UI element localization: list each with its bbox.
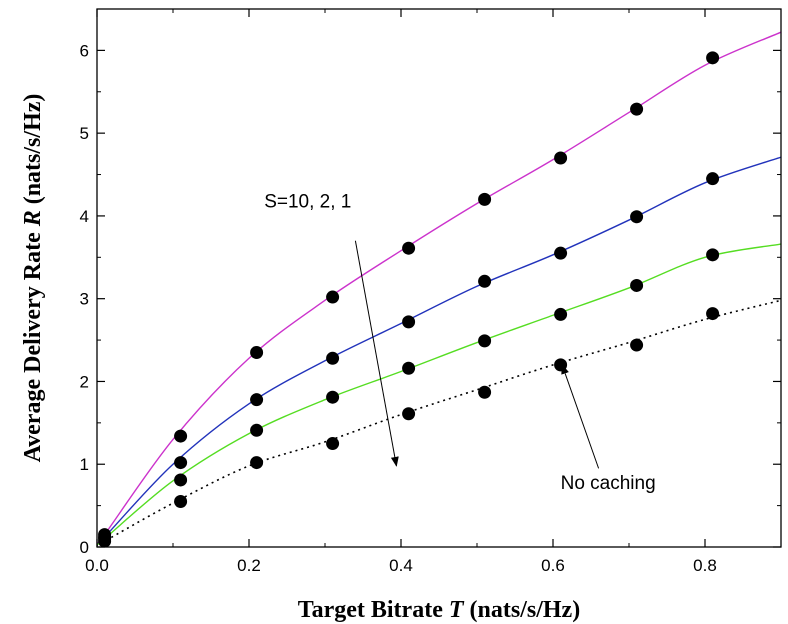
- data-point-s2: [478, 334, 492, 348]
- data-point-s2: [402, 361, 416, 375]
- data-point-s0: [250, 345, 264, 359]
- data-point-s0: [174, 429, 188, 443]
- data-point-s1: [706, 172, 720, 186]
- data-point-s0: [402, 241, 416, 255]
- ticks: 0.0 0.2 0.4 0.6 0.8 0 1 2 3 4 5 6 S=10, 2, 1 No cachi…: [80, 9, 781, 575]
- data-point-s2: [554, 307, 568, 321]
- y-tick-label: 5: [80, 124, 89, 143]
- data-point-s0: [630, 102, 644, 116]
- x-tick-label: 0.2: [237, 556, 261, 575]
- y-tick-label: 4: [80, 207, 89, 226]
- series-line-1: [97, 156, 781, 546]
- series-line-2: [97, 243, 781, 546]
- data-point-s2: [706, 248, 720, 262]
- annotation-arrow: [354, 240, 399, 467]
- x-axis-title: Target Bitrate T (nats/s/Hz): [298, 597, 580, 623]
- plot-frame: [96, 8, 782, 548]
- data-point-s1: [630, 210, 644, 224]
- data-point-s0: [706, 51, 720, 65]
- data-point-s0: [554, 151, 568, 165]
- series-line-3: [97, 299, 781, 547]
- data-point-s0: [326, 290, 340, 304]
- plot-area: [97, 31, 781, 547]
- data-point-s1: [250, 393, 264, 407]
- x-tick-label: 0.4: [389, 556, 413, 575]
- data-point-s1: [174, 456, 188, 470]
- data-point-s3: [174, 494, 188, 508]
- data-point-s2: [250, 423, 264, 437]
- y-tick-label: 1: [80, 455, 89, 474]
- y-tick-label: 6: [80, 41, 89, 60]
- data-point-s3: [98, 534, 112, 547]
- data-point-s3: [478, 385, 492, 399]
- data-point-s3: [554, 358, 568, 372]
- data-point-s2: [630, 278, 644, 292]
- data-point-s3: [630, 338, 644, 352]
- data-point-s3: [402, 407, 416, 421]
- y-tick-label: 3: [80, 290, 89, 309]
- x-tick-label: 0.6: [541, 556, 565, 575]
- y-tick-label: 0: [80, 538, 89, 557]
- annotation-label: S=10, 2, 1: [264, 192, 351, 213]
- data-point-s3: [250, 456, 264, 470]
- annotation-arrow: [561, 363, 600, 469]
- data-point-s3: [326, 437, 340, 451]
- y-tick-label: 2: [80, 372, 89, 391]
- data-point-s1: [402, 315, 416, 329]
- series-line-0: [97, 31, 781, 546]
- x-tick-label: 0.0: [85, 556, 109, 575]
- data-point-s2: [174, 473, 188, 487]
- annotation-label: No caching: [561, 473, 656, 494]
- data-point-s1: [554, 246, 568, 260]
- data-point-s1: [326, 351, 340, 365]
- data-point-s1: [478, 274, 492, 288]
- y-axis-title: Average Delivery Rate R (nats/s/Hz): [20, 94, 46, 463]
- x-tick-label: 0.8: [693, 556, 717, 575]
- data-point-s0: [478, 192, 492, 206]
- data-point-s3: [706, 307, 720, 321]
- data-point-s2: [326, 390, 340, 404]
